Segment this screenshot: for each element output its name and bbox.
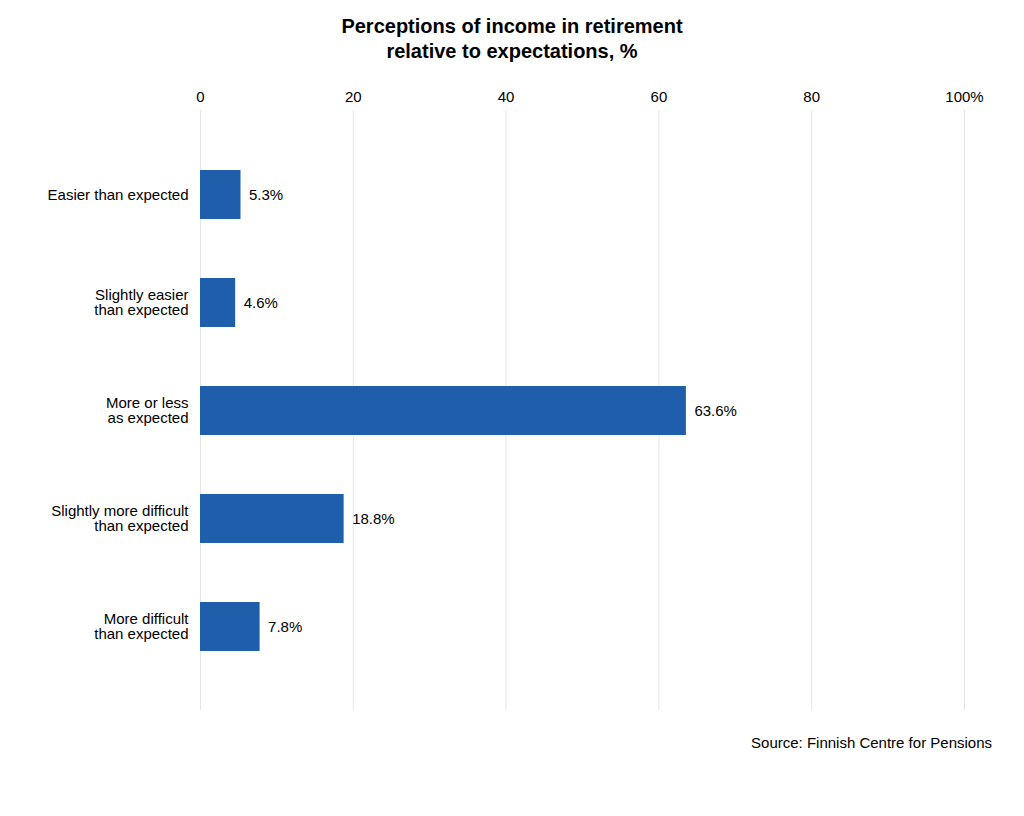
svg-text:40: 40 bbox=[498, 88, 515, 105]
svg-text:18.8%: 18.8% bbox=[352, 510, 395, 527]
svg-text:60: 60 bbox=[651, 88, 668, 105]
svg-text:63.6%: 63.6% bbox=[694, 402, 737, 419]
svg-text:More or lessas expected: More or lessas expected bbox=[106, 394, 189, 426]
svg-text:0: 0 bbox=[196, 88, 204, 105]
svg-text:Easier than expected: Easier than expected bbox=[48, 186, 189, 203]
svg-text:Slightly easierthan expected: Slightly easierthan expected bbox=[94, 286, 188, 318]
html-text:Source: Finnish Centre for Pen: Source: Finnish Centre for Pensions bbox=[751, 734, 992, 751]
svg-text:Slightly more difficultthan ex: Slightly more difficultthan expected bbox=[51, 502, 189, 534]
svg-text:5.3%: 5.3% bbox=[249, 186, 283, 203]
svg-text:80: 80 bbox=[803, 88, 820, 105]
svg-text:4.6%: 4.6% bbox=[244, 294, 278, 311]
svg-text:More difficultthan expected: More difficultthan expected bbox=[94, 610, 189, 642]
svg-text:7.8%: 7.8% bbox=[268, 618, 302, 635]
html-text:Perceptions of income in retir: Perceptions of income in retirement rela… bbox=[341, 15, 683, 62]
svg-text:20: 20 bbox=[345, 88, 362, 105]
svg-text:100%: 100% bbox=[945, 88, 983, 105]
